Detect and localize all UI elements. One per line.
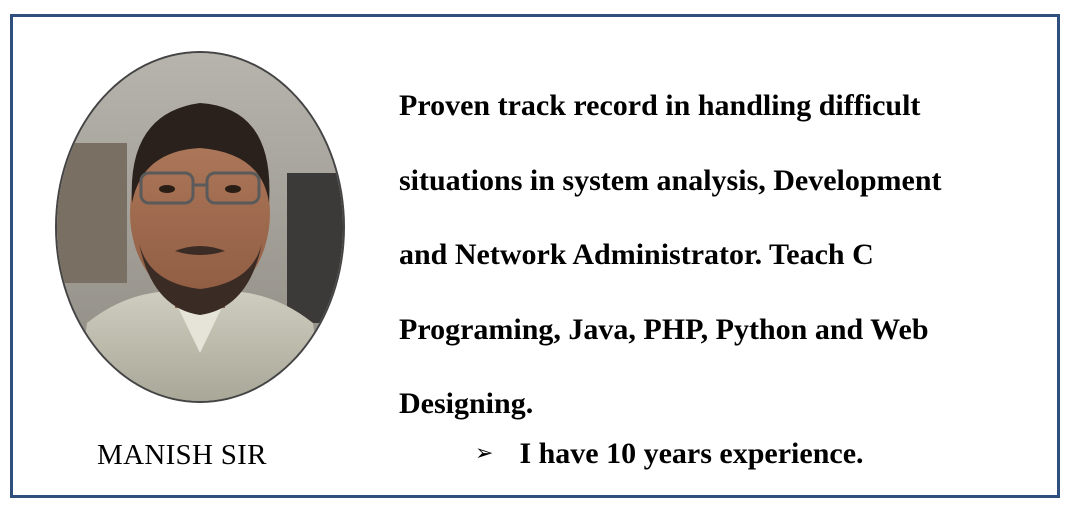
description-line: and Network Administrator. Teach C [399,238,874,271]
portrait-photo [55,51,345,403]
person-name: MANISH SIR [97,439,267,471]
portrait-illustration [57,53,343,401]
description-line: Designing. [399,387,534,420]
profile-card: MANISH SIR Proven track record in handli… [10,14,1060,498]
description-line: Proven track record in handling difficul… [399,89,921,122]
arrowhead-bullet-icon: ➢ [475,440,494,465]
description-line: situations in system analysis, Developme… [399,163,942,197]
experience-text: I have 10 years experience. [519,437,864,470]
experience-bullet: ➢ I have 10 years experience. [475,437,864,471]
description-line: Programing, Java, PHP, Python and Web [399,312,929,346]
profile-description: Proven track record in handling difficul… [399,69,1049,442]
